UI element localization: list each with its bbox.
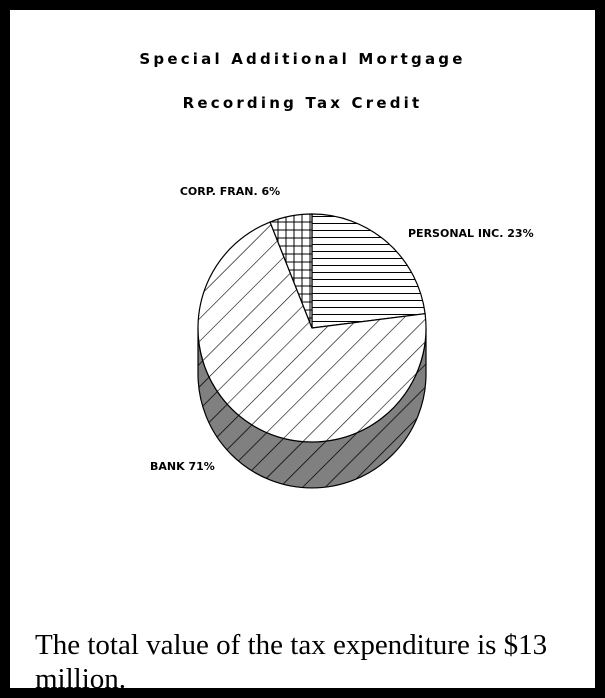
label-bank: BANK 71% xyxy=(150,460,215,473)
label-corp-fran: CORP. FRAN. 6% xyxy=(180,185,280,198)
pie-slice-bank xyxy=(197,221,427,443)
label-personal-inc: PERSONAL INC. 23% xyxy=(408,227,534,240)
pie-chart: PERSONAL INC. 23% BANK 71% CORP. FRAN. 6% xyxy=(150,185,534,489)
pie-slice-personal-inc xyxy=(311,213,426,329)
pie-slice-corp-fran xyxy=(269,213,313,329)
chart-title: Special Additional Mortgage xyxy=(139,50,466,68)
caption-text: The total value of the tax expenditure i… xyxy=(35,629,548,695)
chart-subtitle: Recording Tax Credit xyxy=(182,94,423,112)
